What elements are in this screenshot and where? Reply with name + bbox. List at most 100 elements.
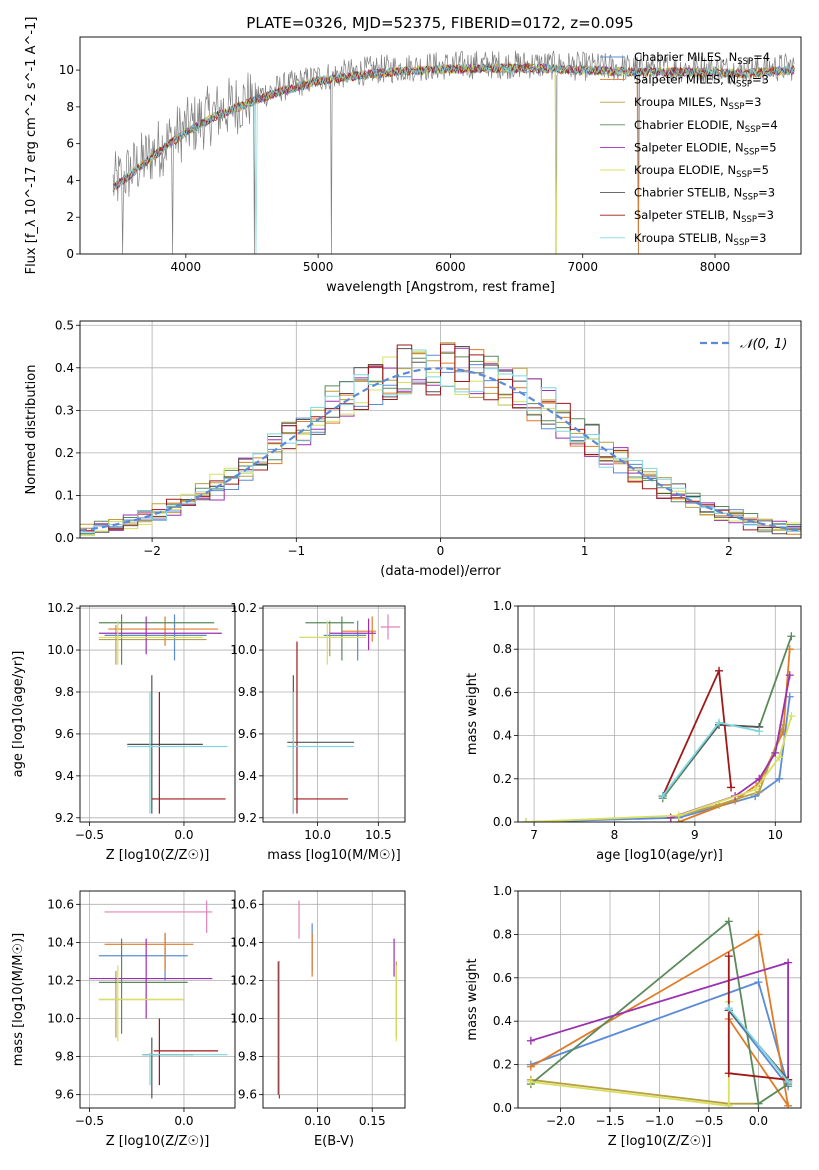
y-tick-label: 0.4 [493, 729, 512, 743]
legend-subscript: SSP [734, 238, 750, 248]
legend-subscript: SSP [744, 147, 760, 157]
x-tick-label: −1.5 [595, 1114, 624, 1128]
mass-weight-line [525, 715, 793, 822]
age-vs-mass-plot-area [287, 614, 401, 814]
legend-count: =3 [757, 208, 774, 222]
axes-frame [517, 605, 802, 823]
y-tick-label: 9.6 [238, 727, 257, 741]
mass-weight-marker [724, 1004, 733, 1013]
x-tick-label: 0.0 [749, 1114, 768, 1128]
y-tick-label: 0.2 [493, 1058, 512, 1072]
y-tick-label: 0.1 [55, 488, 74, 502]
x-tick-label: −1.0 [645, 1114, 674, 1128]
age-vs-mass-panel: 10.0 10.5 9.2 9.4 9.6 9.8 10.0 10.2 mass [log10(… [230, 601, 406, 863]
mass-weight-marker [658, 792, 667, 801]
y-tick-label: 1.0 [493, 599, 512, 613]
age-vs-Z-plot-area [98, 614, 228, 814]
y-tick-label: 9.8 [238, 685, 257, 699]
axes-frame [79, 890, 236, 1109]
mass-weight-marker [775, 753, 784, 762]
axes-frame [79, 320, 802, 539]
x-tick-label: 8 [611, 828, 619, 842]
y-axis-label: mass weight [465, 958, 480, 1040]
y-axis-label: Flux [f_λ 10^-17 erg cm^-2 s^-1 A^-1] [24, 17, 39, 275]
mass-weight-vs-Z-panel: −2.0 −1.5 −1.0 −0.5 0.0 0.0 0.2 0.4 0.6 0.8 1.0 Z [… [465, 884, 802, 1149]
normal-reference-curve [80, 367, 801, 532]
x-tick-label: 10.5 [365, 828, 392, 842]
y-tick-label: 0.6 [493, 685, 512, 699]
spectrum-model-line [112, 62, 795, 254]
spectrum-plot-area [112, 50, 795, 254]
x-axis-label: wavelength [Angstrom, rest frame] [326, 280, 555, 295]
mass-weight-marker [724, 1101, 733, 1108]
age-vs-Z-panel: −0.5 0.0 9.2 9.4 9.6 9.8 10.0 10.2 Z [log10(Z/Z☉… [11, 601, 236, 863]
histogram-step [80, 349, 801, 534]
figure-title: PLATE=0326, MJD=52375, FIBERID=0172, z=0… [246, 14, 633, 32]
legend-count: =4 [761, 118, 778, 132]
y-tick-label: 9.6 [238, 1088, 257, 1102]
spectrum-model-line [112, 63, 795, 254]
y-tick-label: 8 [66, 100, 74, 114]
mass-weight-marker [755, 727, 764, 736]
x-tick-label: 4000 [171, 260, 202, 274]
y-tick-label: 0.6 [493, 971, 512, 985]
legend-count: =5 [760, 140, 777, 154]
x-tick-label: −2.0 [546, 1114, 575, 1128]
legend-subscript: SSP [737, 57, 753, 67]
mass-weight-vs-age-panel: 7 8 9 10 0.0 0.2 0.4 0.6 0.8 1.0 age [log10(age/yr… [465, 599, 802, 863]
y-tick-label: 10.2 [230, 973, 257, 987]
mass-weight-vs-Z-plot-area [526, 917, 793, 1108]
mass-weight-marker [754, 978, 763, 987]
mass-weight-marker [674, 811, 683, 820]
axes-frame [262, 890, 406, 1109]
mass-weight-line [530, 919, 789, 1106]
y-tick-label: 9.8 [238, 1050, 257, 1064]
x-tick-label: 0.0 [174, 828, 193, 842]
mass-weight-marker [771, 748, 780, 757]
y-tick-label: 9.4 [55, 769, 74, 783]
x-axis-label: mass [log10(M/M☉)] [267, 848, 400, 863]
legend-label: Chabrier ELODIE, NSSP=4 [634, 118, 778, 135]
axes-frame [79, 605, 236, 823]
axes-frame [517, 890, 802, 1109]
x-tick-label: 0.10 [304, 1114, 331, 1128]
spectrum-model-line [112, 63, 795, 254]
x-tick-label: −0.5 [694, 1114, 723, 1128]
mass-weight-marker [785, 692, 794, 701]
y-tick-label: 9.8 [55, 1050, 74, 1064]
y-tick-label: 10.0 [230, 643, 257, 657]
x-tick-label: 10.0 [304, 828, 331, 842]
y-tick-label: 10.2 [47, 601, 74, 615]
x-axis-label: Z [log10(Z/Z☉)] [106, 848, 210, 863]
mass-weight-vs-age-plot-area [522, 632, 796, 822]
mass-weight-marker [526, 1077, 535, 1086]
mass-weight-marker [755, 774, 764, 783]
legend-count: =3 [749, 231, 766, 245]
legend-label: Salpeter STELIB, NSSP=3 [634, 208, 774, 225]
mass-weight-marker [787, 632, 796, 641]
mass-weight-marker [714, 666, 723, 675]
y-tick-label: 9.2 [55, 811, 74, 825]
y-tick-label: 10.6 [230, 897, 257, 911]
y-axis-label: mass [log10(M/M☉)] [11, 933, 26, 1066]
legend-label: Chabrier MILES, NSSP=4 [634, 50, 770, 67]
mass-weight-line [670, 674, 791, 819]
legend-subscript: SSP [736, 80, 752, 90]
legend-count: =5 [752, 163, 769, 177]
y-tick-label: 0.2 [493, 772, 512, 786]
y-axis-label: mass weight [465, 673, 480, 755]
y-tick-label: 10.0 [230, 1012, 257, 1026]
y-tick-label: 10.4 [230, 935, 257, 949]
x-tick-label: −0.5 [75, 828, 104, 842]
x-tick-label: 7 [530, 828, 538, 842]
legend-count: =3 [758, 186, 775, 200]
mass-weight-marker [754, 930, 763, 939]
y-tick-label: 0.3 [55, 403, 74, 417]
y-tick-label: 9.2 [238, 811, 257, 825]
y-tick-label: 0.4 [493, 1014, 512, 1028]
legend-subscript: SSP [736, 170, 752, 180]
mass-weight-line [661, 721, 760, 797]
x-tick-label: 8000 [700, 260, 731, 274]
y-tick-label: 10.2 [47, 973, 74, 987]
